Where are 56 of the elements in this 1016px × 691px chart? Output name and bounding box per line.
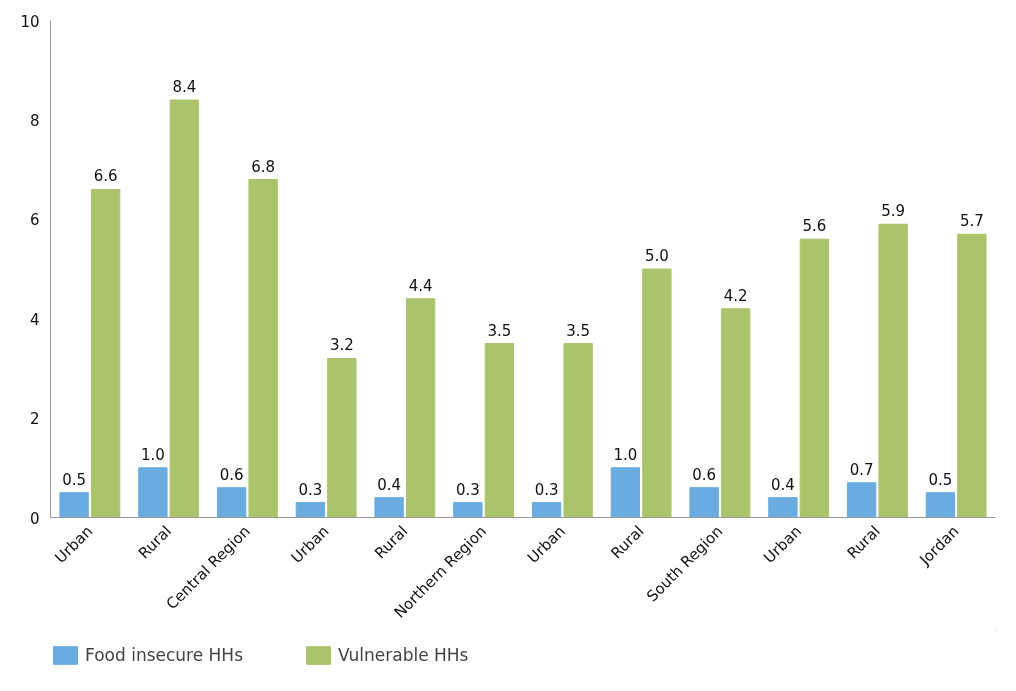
data-label: 4.2 — [723, 286, 748, 305]
y-tick-label: 4 — [29, 310, 40, 329]
legend-label: Vulnerable HHs — [338, 645, 469, 665]
y-tick-label: 6 — [29, 211, 40, 230]
data-label: 6.6 — [93, 167, 118, 186]
data-label: 3.2 — [329, 336, 354, 355]
data-label: 6.8 — [251, 157, 276, 176]
bar — [216, 487, 247, 518]
data-label: 0.6 — [219, 465, 244, 484]
bar — [169, 99, 200, 518]
data-label: 5.6 — [802, 217, 827, 236]
bar — [374, 497, 404, 518]
data-label: 5.7 — [959, 212, 984, 231]
data-label: 3.5 — [566, 321, 591, 340]
data-label: 3.5 — [487, 321, 512, 340]
bar — [295, 502, 326, 518]
bar — [531, 502, 562, 518]
bar — [846, 482, 877, 518]
bar — [59, 492, 89, 518]
data-label: 5.0 — [644, 247, 669, 265]
data-label: 1.0 — [613, 445, 638, 464]
bar — [642, 268, 672, 518]
bar — [138, 467, 168, 518]
bar — [563, 343, 593, 518]
data-label: 0.6 — [692, 465, 717, 484]
bar — [768, 497, 798, 518]
y-tick-label: 8 — [29, 111, 40, 130]
data-label: 0.3 — [455, 480, 480, 499]
data-label: 0.5 — [928, 470, 953, 489]
data-label: 0.7 — [849, 460, 874, 479]
bar — [405, 298, 436, 518]
data-label: 0.4 — [377, 475, 402, 494]
y-tick-label: 10 — [20, 12, 40, 31]
data-label: 0.4 — [770, 475, 795, 494]
data-label: 4.4 — [408, 276, 433, 295]
bar — [610, 467, 641, 518]
data-label: 1.0 — [140, 445, 165, 464]
y-tick-label: 2 — [29, 410, 40, 429]
data-label: 8.4 — [172, 78, 197, 97]
legend-label: Food insecure HHs — [85, 645, 244, 665]
bar — [925, 492, 956, 518]
bar — [689, 487, 719, 518]
bar — [248, 179, 278, 518]
bar — [957, 233, 987, 518]
y-tick-label: 0 — [29, 509, 40, 528]
data-label: 0.3 — [534, 480, 559, 499]
bar — [720, 308, 751, 518]
bar — [484, 343, 515, 518]
bar — [453, 502, 483, 518]
bar — [90, 188, 121, 518]
bar — [878, 223, 908, 518]
data-label: 0.5 — [62, 470, 87, 489]
bar — [327, 357, 357, 518]
bar — [799, 238, 830, 518]
data-label: 5.9 — [881, 202, 906, 221]
data-label: 0.3 — [298, 480, 323, 499]
